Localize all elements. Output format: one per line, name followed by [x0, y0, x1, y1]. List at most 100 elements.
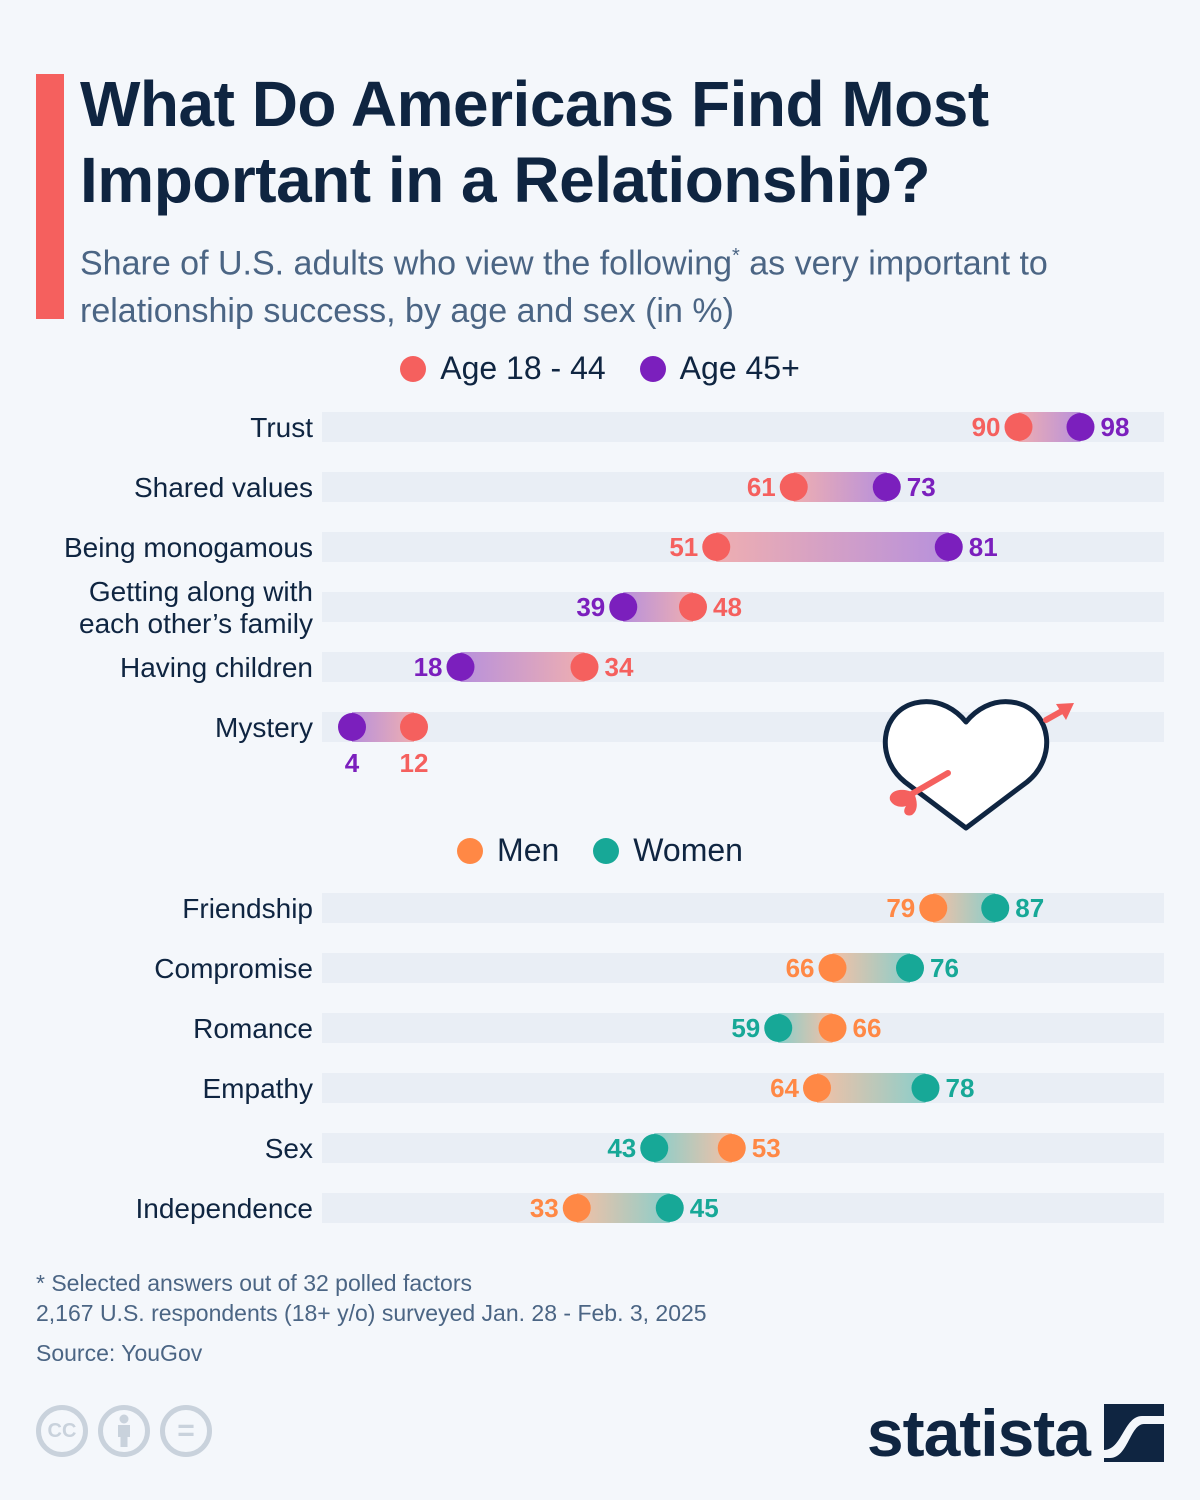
chart-row: Trust 90 98 — [250, 412, 1164, 443]
legend-dot-icon — [639, 355, 666, 382]
legend-dot-icon — [457, 837, 484, 864]
dot-men — [818, 954, 847, 982]
row-label: Independence — [135, 1193, 313, 1224]
chart-row: Independence 33 45 — [135, 1193, 1164, 1224]
row-label-line: Being monogamous — [64, 532, 313, 563]
dot-women — [655, 1194, 684, 1222]
row-label-line: each other’s family — [79, 608, 313, 639]
value-label: 73 — [907, 472, 936, 502]
dot-women — [981, 894, 1010, 922]
value-label: 39 — [576, 592, 605, 622]
legend-item-age-18-44: Age 18 - 44 — [400, 350, 606, 387]
survey-info: 2,167 U.S. respondents (18+ y/o) surveye… — [36, 1300, 707, 1326]
value-label: 53 — [752, 1133, 781, 1163]
footer-notes: * Selected answers out of 32 polled fact… — [36, 1268, 707, 1368]
row-label-line: Sex — [265, 1133, 313, 1164]
chart-row: Compromise 66 76 — [154, 953, 1164, 984]
chart-row: Empathy 64 78 — [203, 1073, 1164, 1104]
dot-age-45- — [446, 653, 475, 681]
chart-row: Having children 34 18 — [120, 652, 1164, 683]
value-label: 76 — [930, 953, 959, 983]
row-label: Shared values — [134, 472, 313, 503]
row-label: Being monogamous — [64, 532, 313, 563]
value-label: 43 — [607, 1133, 636, 1163]
chart-row: Romance 66 59 — [193, 1013, 1164, 1044]
legend-item-women: Women — [593, 832, 743, 869]
legend-label: Women — [633, 832, 743, 868]
legend-label: Men — [497, 832, 560, 868]
brand-wordmark: statista — [866, 1396, 1091, 1470]
dot-age-45- — [872, 473, 901, 501]
dot-women — [640, 1134, 669, 1162]
legend-label: Age 18 - 44 — [440, 350, 606, 386]
value-label: 59 — [731, 1013, 760, 1043]
row-track — [322, 592, 1164, 622]
chart-row: Friendship 79 87 — [182, 893, 1164, 924]
person-icon — [118, 1414, 130, 1447]
legend-dot-icon — [593, 837, 620, 864]
chart-subtitle: Share of U.S. adults who view the follow… — [80, 232, 1180, 335]
row-label-line: Independence — [135, 1193, 313, 1224]
dumbbell-connector — [817, 1073, 926, 1103]
row-label: Getting along with each other’s family — [79, 576, 313, 639]
subtitle-part2: as very important to relationship succes… — [80, 244, 1048, 331]
footnote: * Selected answers out of 32 polled fact… — [36, 1270, 472, 1296]
row-track — [322, 1013, 1164, 1043]
arrow-fletching — [889, 789, 917, 816]
legend-item-age-45-plus: Age 45+ — [639, 350, 800, 387]
row-track — [322, 1193, 1164, 1223]
dot-age-18-44 — [702, 533, 731, 561]
statista-logo-icon — [1104, 1404, 1164, 1462]
subtitle-asterisk: * — [732, 245, 740, 267]
row-label: Empathy — [203, 1073, 314, 1104]
row-label: Trust — [250, 412, 313, 443]
dot-women — [911, 1074, 940, 1102]
row-label: Friendship — [182, 893, 313, 924]
value-label: 98 — [1101, 412, 1130, 442]
row-label-line: Mystery — [215, 712, 313, 743]
arrow-head — [1056, 703, 1074, 720]
value-label: 4 — [345, 748, 360, 778]
chart-title: What Do Americans Find Most Important in… — [80, 68, 989, 216]
dumbbell-connector — [460, 652, 585, 682]
row-label: Compromise — [154, 953, 313, 984]
chart-row: Sex 53 43 — [265, 1133, 1164, 1164]
arrow-shaft-tail — [907, 770, 951, 798]
value-label: 79 — [886, 893, 915, 923]
dumbbell-connector — [576, 1193, 670, 1223]
row-label: Having children — [120, 652, 313, 683]
row-label-line: Having children — [120, 652, 313, 683]
chart-row: Shared values 61 73 — [134, 472, 1164, 503]
statista-logo[interactable]: statista — [867, 1400, 1164, 1466]
legend-label: Age 45+ — [679, 350, 800, 386]
legend-item-men: Men — [457, 832, 559, 869]
dot-men — [818, 1014, 847, 1042]
dot-age-45- — [609, 593, 638, 621]
chart-row: Getting along with each other’s family 48 3… — [79, 576, 1164, 639]
value-label: 61 — [747, 472, 776, 502]
subtitle-part1: Share of U.S. adults who view the follow… — [80, 244, 733, 283]
row-track — [322, 1073, 1164, 1103]
value-label: 81 — [969, 532, 998, 562]
row-label-line: Getting along with — [89, 576, 313, 607]
no-derivatives-icon[interactable]: = — [160, 1405, 212, 1457]
row-track — [322, 893, 1164, 923]
dumbbell-connector — [716, 532, 949, 562]
legend-age: Age 18 - 44 Age 45+ — [0, 350, 1200, 387]
row-track — [322, 953, 1164, 983]
cc-icon[interactable]: CC — [36, 1405, 88, 1457]
source-link[interactable]: Source: YouGov — [36, 1340, 203, 1366]
value-label: 51 — [669, 532, 698, 562]
attribution-icon[interactable] — [98, 1405, 150, 1457]
dot-age-45- — [338, 713, 366, 741]
dot-age-18-44 — [679, 593, 707, 621]
value-label: 45 — [690, 1193, 719, 1223]
row-track — [322, 472, 1164, 502]
heart-outline — [882, 699, 1050, 831]
value-label: 78 — [946, 1073, 975, 1103]
row-label-line: Friendship — [182, 893, 313, 924]
heart-with-arrow-icon — [882, 699, 1074, 831]
row-label: Romance — [193, 1013, 313, 1044]
legend-sex: Men Women — [0, 832, 1200, 869]
value-label: 87 — [1015, 893, 1044, 923]
